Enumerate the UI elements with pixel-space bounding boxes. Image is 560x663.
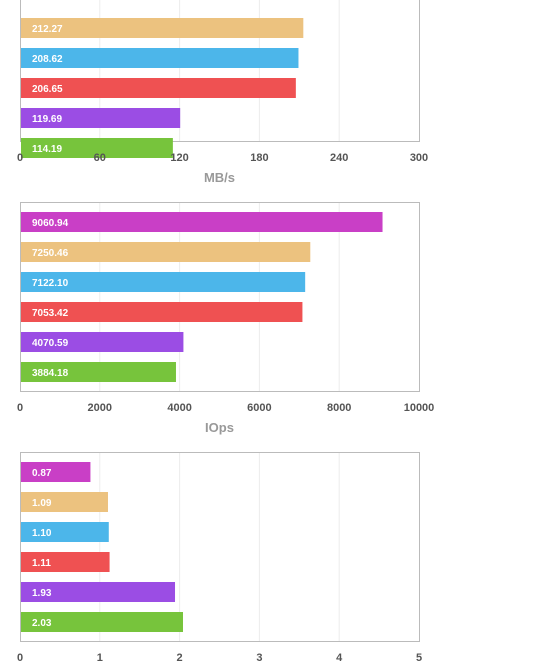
bar [21, 362, 176, 382]
bar [21, 48, 299, 68]
bar [21, 272, 306, 292]
x-tick-label: 5 [416, 652, 422, 663]
bar [21, 332, 184, 352]
bar [21, 78, 296, 98]
bar [21, 612, 183, 632]
x-tick-label: 10000 [404, 402, 435, 414]
x-tick-label: 4 [336, 652, 343, 663]
plot-frame [20, 452, 420, 642]
bar-value-label: 1.11 [32, 558, 51, 569]
x-tick-label: 0 [17, 402, 23, 414]
bar-value-label: 7053.42 [32, 308, 69, 319]
bar-value-label: 9060.94 [32, 218, 69, 229]
x-tick-label: 6000 [247, 402, 271, 414]
x-tick-label: 300 [410, 152, 428, 164]
bar-value-label: 114.19 [32, 144, 62, 155]
x-tick-label: 240 [330, 152, 348, 164]
chart-panel-1: 212.27 208.62 206.65 119.69 114.19 0 60 120 180 2… [17, 0, 428, 185]
bar [21, 212, 383, 232]
x-tick-label: 2 [177, 652, 183, 663]
x-tick-label: 120 [170, 152, 188, 164]
bar-value-label: 212.27 [32, 24, 63, 35]
bar [21, 582, 176, 602]
bar-value-label: 119.69 [32, 114, 62, 125]
bar-value-label: 1.93 [32, 588, 52, 599]
bar-value-label: 7122.10 [32, 278, 69, 289]
bar [21, 242, 311, 262]
plot-frame [20, 0, 420, 142]
bar-value-label: 0.87 [32, 468, 52, 479]
x-tick-label: 1 [97, 652, 103, 663]
x-tick-label: 0 [17, 652, 23, 663]
chart-panel-2: 9060.94 7250.46 7122.10 7053.42 4070.59 3884.… [17, 202, 434, 435]
bar [21, 492, 108, 512]
bar [21, 138, 173, 158]
x-axis-title: MB/s [204, 170, 235, 185]
bar-value-label: 1.10 [32, 528, 52, 539]
bar-value-label: 3884.18 [32, 368, 69, 379]
bar [21, 522, 109, 542]
bar [21, 108, 181, 128]
x-tick-label: 2000 [88, 402, 112, 414]
bar [21, 462, 91, 482]
bar [21, 302, 303, 322]
x-tick-label: 180 [250, 152, 268, 164]
bar [21, 552, 110, 572]
x-tick-label: 0 [17, 152, 23, 164]
bar [21, 18, 304, 38]
bar-value-label: 206.65 [32, 84, 63, 95]
x-tick-label: 3 [256, 652, 262, 663]
x-tick-label: 4000 [167, 402, 191, 414]
bar-value-label: 7250.46 [32, 248, 69, 259]
x-axis-title: IOps [205, 420, 234, 435]
bar-value-label: 208.62 [32, 54, 63, 65]
plot-frame [20, 202, 420, 392]
bar-value-label: 4070.59 [32, 338, 69, 349]
bar-value-label: 1.09 [32, 498, 52, 509]
x-tick-label: 8000 [327, 402, 351, 414]
bar-value-label: 2.03 [32, 618, 52, 629]
x-tick-label: 60 [94, 152, 106, 164]
chart-panel-3: 0.87 1.09 1.10 1.11 1.93 2.03 0 1 2 3 4 5 [17, 452, 422, 663]
